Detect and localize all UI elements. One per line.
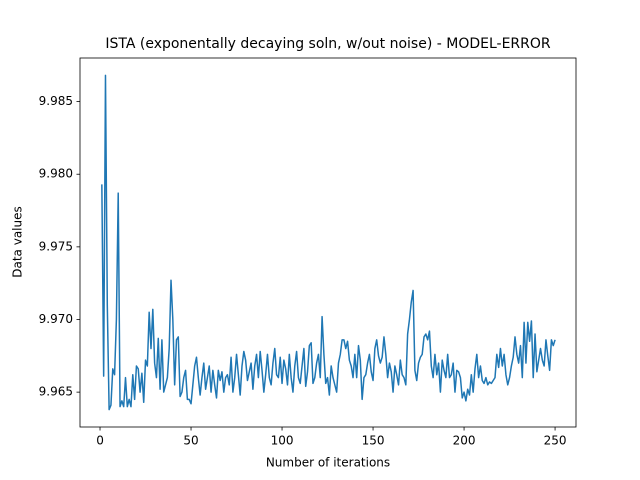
x-tick-label: 100 bbox=[271, 434, 294, 448]
x-tick-label: 150 bbox=[362, 434, 385, 448]
x-tick-label: 50 bbox=[183, 434, 198, 448]
y-tick-label: 9.975 bbox=[39, 239, 73, 253]
x-tick-label: 0 bbox=[96, 434, 104, 448]
y-tick-label: 9.965 bbox=[39, 385, 73, 399]
x-axis-label: Number of iterations bbox=[266, 456, 390, 470]
axes-frame bbox=[79, 57, 577, 428]
data-line bbox=[101, 74, 556, 411]
chart-title: ISTA (exponentally decaying soln, w/out … bbox=[105, 36, 551, 52]
y-tick-label: 9.970 bbox=[39, 312, 73, 326]
y-tick-label: 9.985 bbox=[39, 94, 73, 108]
x-tick-label: 200 bbox=[453, 434, 476, 448]
y-axis-label: Data values bbox=[11, 206, 25, 278]
x-tick-label: 250 bbox=[544, 434, 567, 448]
y-tick-label: 9.980 bbox=[39, 167, 73, 181]
